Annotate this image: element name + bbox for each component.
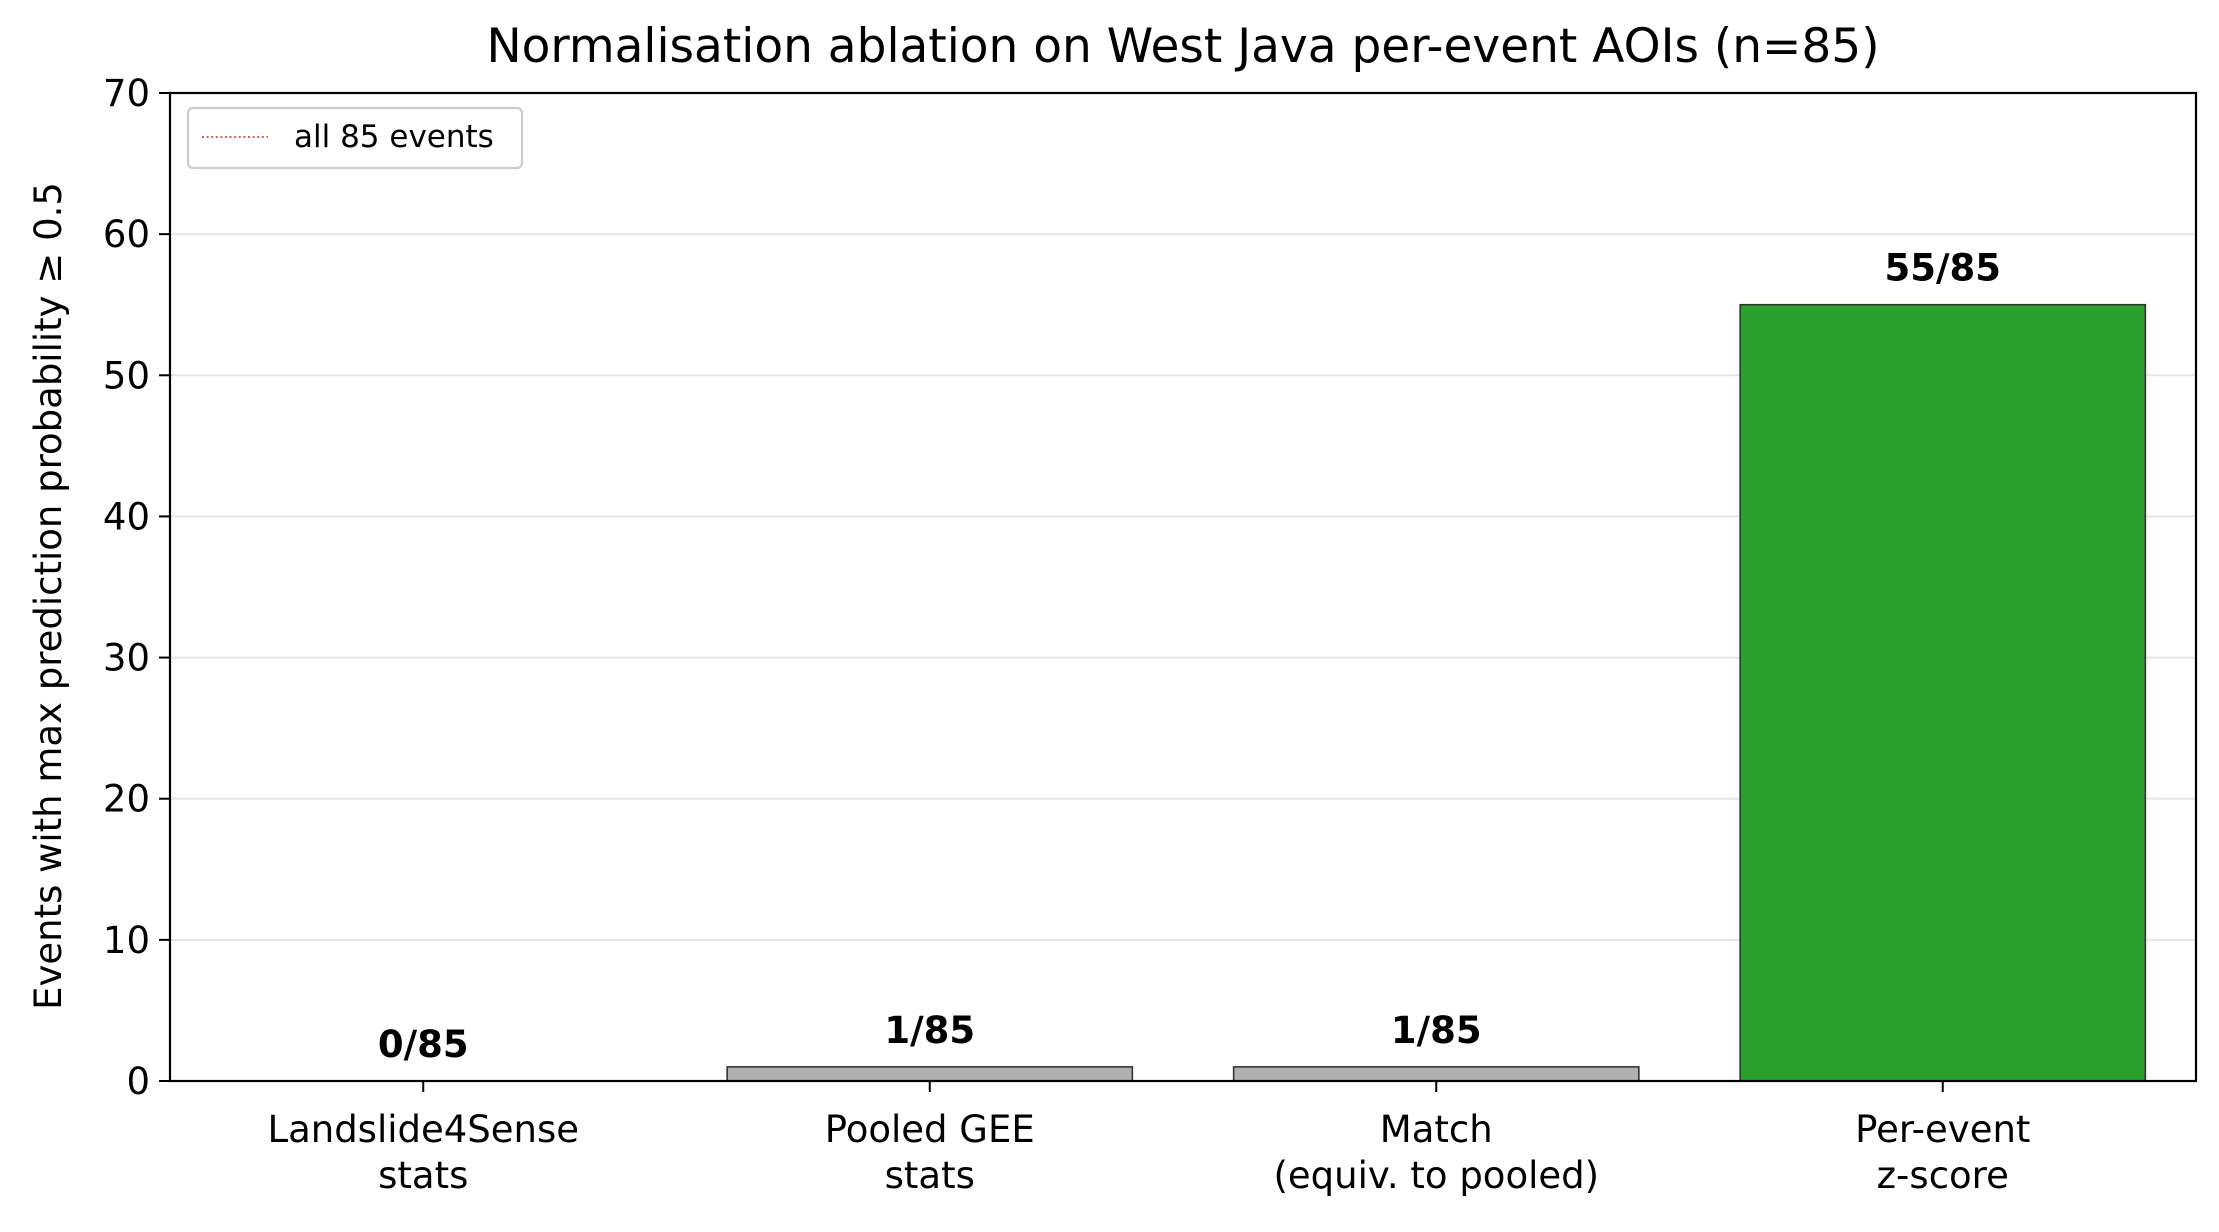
y-tick-label: 30 xyxy=(103,637,150,680)
bar xyxy=(1739,303,2147,1082)
y-tick-label: 0 xyxy=(126,1060,150,1103)
x-tick-label: Per-event xyxy=(1855,1108,2030,1151)
plot-frame xyxy=(168,91,2198,1083)
bar xyxy=(726,1066,1134,1082)
x-tick-label: stats xyxy=(885,1154,975,1197)
x-tick-label: Match xyxy=(1380,1108,1493,1151)
gridlines xyxy=(170,233,2196,941)
y-axis-label: Events with max prediction probability ≥… xyxy=(27,182,70,1010)
legend-entry-label: all 85 events xyxy=(294,119,494,155)
x-tick-label: (equiv. to pooled) xyxy=(1273,1154,1599,1197)
x-tick-label: stats xyxy=(378,1154,468,1197)
bar-value-label: 1/85 xyxy=(1391,1009,1482,1052)
y-tick-label: 60 xyxy=(103,213,150,256)
y-axis-ticks: 0 10 20 30 40 50 60 70 xyxy=(103,72,170,1103)
x-tick-label: z-score xyxy=(1877,1154,2009,1197)
bar xyxy=(1232,1066,1640,1082)
y-tick-label: 70 xyxy=(103,72,150,115)
bar-value-label: 1/85 xyxy=(884,1009,975,1052)
bar-value-labels: 0/85 1/85 1/85 55/85 xyxy=(378,247,2001,1066)
x-tick-label: Landslide4Sense xyxy=(267,1108,579,1151)
y-tick-label: 40 xyxy=(103,495,150,538)
x-tick-label: Pooled GEE xyxy=(825,1108,1035,1151)
bar-value-label: 55/85 xyxy=(1885,247,2002,290)
bars xyxy=(726,303,2147,1082)
chart-title: Normalisation ablation on West Java per-… xyxy=(486,19,1879,74)
bar-value-label: 0/85 xyxy=(378,1023,469,1066)
y-tick-label: 10 xyxy=(103,919,150,962)
legend-box xyxy=(186,106,524,170)
y-tick-label: 50 xyxy=(103,354,150,397)
y-tick-label: 20 xyxy=(103,778,150,821)
legend: all 85 events xyxy=(186,106,524,170)
